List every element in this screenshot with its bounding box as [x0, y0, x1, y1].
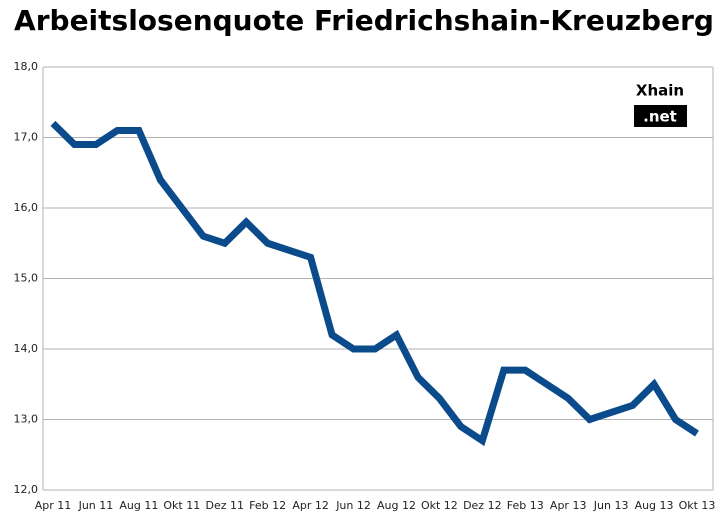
- x-tick-label: Aug 13: [635, 499, 674, 512]
- x-tick-label: Aug 11: [119, 499, 158, 512]
- x-tick-label: Okt 11: [163, 499, 200, 512]
- logo-text: Xhain: [636, 82, 684, 100]
- x-tick-label: Jun 11: [78, 499, 114, 512]
- y-tick-label: 17,0: [14, 131, 39, 144]
- x-tick-label: Apr 13: [550, 499, 587, 512]
- x-tick-label: Jun 12: [335, 499, 371, 512]
- x-tick-label: Jun 13: [593, 499, 629, 512]
- x-tick-label: Okt 13: [679, 499, 716, 512]
- x-tick-label: Okt 12: [421, 499, 458, 512]
- x-tick-label: Dez 12: [463, 499, 502, 512]
- y-tick-label: 18,0: [14, 60, 39, 73]
- y-tick-label: 16,0: [14, 201, 39, 214]
- x-tick-label: Apr 11: [35, 499, 72, 512]
- x-tick-label: Dez 11: [205, 499, 244, 512]
- x-tick-label: Apr 12: [292, 499, 329, 512]
- y-tick-label: 12,0: [14, 483, 39, 496]
- data-line: [50, 120, 699, 447]
- y-tick-label: 14,0: [14, 342, 39, 355]
- chart-title: Arbeitslosenquote Friedrichshain-Kreuzbe…: [14, 4, 714, 37]
- y-tick-label: 13,0: [14, 413, 39, 426]
- y-tick-label: 15,0: [14, 272, 39, 285]
- logo-text: .net: [643, 108, 677, 126]
- x-tick-label: Feb 13: [507, 499, 544, 512]
- x-tick-label: Aug 12: [377, 499, 416, 512]
- logo-box: [634, 105, 687, 127]
- x-tick-label: Feb 12: [249, 499, 286, 512]
